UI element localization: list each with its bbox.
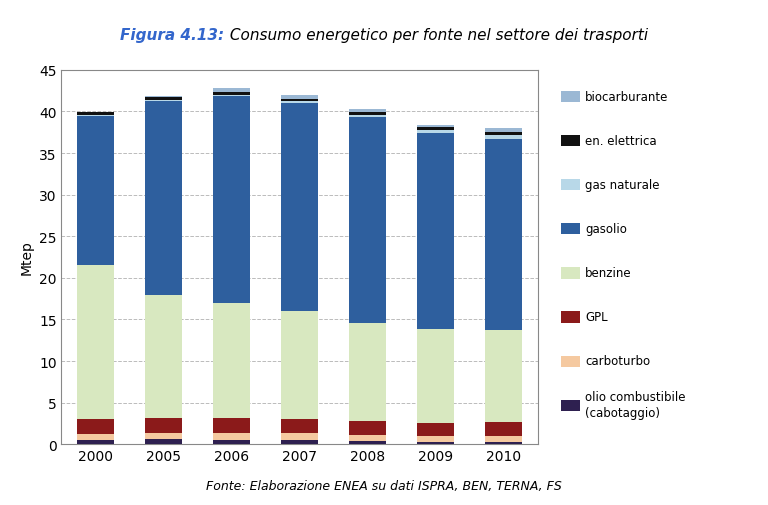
Bar: [417, 442, 454, 444]
Bar: [213, 89, 250, 93]
Bar: [144, 100, 182, 102]
Text: Fonte: Elaborazione ENEA su dati ISPRA, BEN, TERNA, FS: Fonte: Elaborazione ENEA su dati ISPRA, …: [206, 479, 562, 492]
Bar: [485, 442, 522, 444]
Bar: [213, 419, 250, 434]
Bar: [144, 296, 182, 418]
Bar: [281, 420, 318, 434]
Bar: [485, 133, 522, 135]
Bar: [77, 420, 114, 434]
Bar: [213, 93, 250, 95]
Bar: [213, 440, 250, 444]
Text: carboturbo: carboturbo: [585, 355, 650, 367]
Text: olio combustibile
(cabotaggio): olio combustibile (cabotaggio): [585, 390, 686, 419]
Bar: [281, 95, 318, 100]
Bar: [349, 110, 386, 113]
Bar: [144, 102, 182, 296]
Bar: [349, 116, 386, 118]
Bar: [144, 433, 182, 439]
Bar: [281, 104, 318, 312]
Bar: [349, 118, 386, 323]
Bar: [77, 113, 114, 116]
Text: biocarburante: biocarburante: [585, 90, 669, 104]
Bar: [281, 102, 318, 104]
Text: gasolio: gasolio: [585, 223, 627, 235]
Bar: [417, 436, 454, 442]
Bar: [349, 441, 386, 444]
Bar: [417, 126, 454, 128]
Bar: [213, 303, 250, 419]
Bar: [349, 435, 386, 441]
Bar: [485, 129, 522, 133]
Bar: [349, 113, 386, 116]
Bar: [485, 422, 522, 436]
Bar: [485, 436, 522, 442]
Y-axis label: Mtep: Mtep: [19, 240, 33, 275]
Bar: [144, 98, 182, 100]
Bar: [349, 421, 386, 435]
Text: gas naturale: gas naturale: [585, 179, 660, 191]
Bar: [213, 434, 250, 440]
Text: Figura 4.13:: Figura 4.13:: [121, 28, 224, 43]
Bar: [281, 312, 318, 420]
Bar: [349, 323, 386, 421]
Text: benzine: benzine: [585, 267, 632, 279]
Text: en. elettrica: en. elettrica: [585, 134, 657, 147]
Bar: [417, 329, 454, 423]
Bar: [144, 439, 182, 444]
Bar: [77, 434, 114, 440]
Bar: [281, 434, 318, 440]
Bar: [213, 97, 250, 303]
Bar: [417, 423, 454, 436]
Bar: [77, 116, 114, 266]
Text: GPL: GPL: [585, 311, 607, 323]
Bar: [281, 100, 318, 102]
Bar: [417, 130, 454, 134]
Bar: [417, 134, 454, 329]
Bar: [213, 95, 250, 97]
Bar: [485, 331, 522, 422]
Bar: [144, 418, 182, 433]
Bar: [77, 266, 114, 420]
Text: Consumo energetico per fonte nel settore dei trasporti: Consumo energetico per fonte nel settore…: [224, 28, 647, 43]
Bar: [417, 128, 454, 130]
Bar: [281, 440, 318, 444]
Bar: [77, 440, 114, 444]
Bar: [485, 139, 522, 331]
Bar: [144, 97, 182, 98]
Bar: [485, 135, 522, 139]
